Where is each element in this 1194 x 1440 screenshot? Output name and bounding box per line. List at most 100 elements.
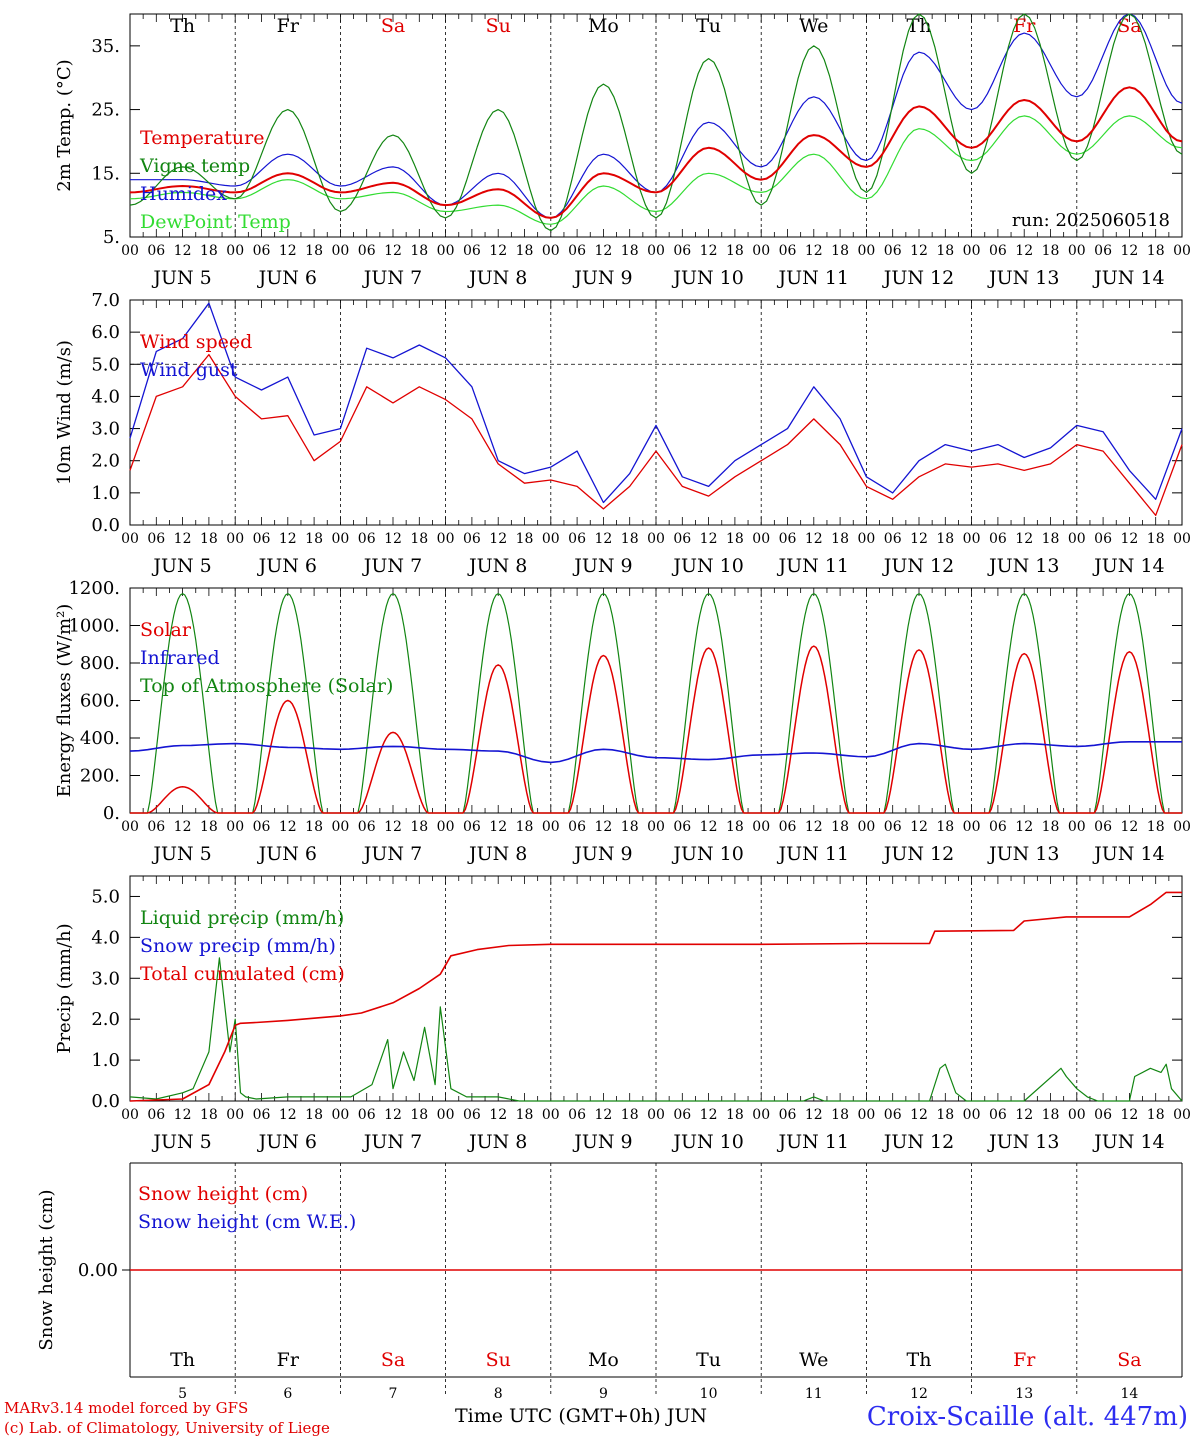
hour-tick-label: 00 xyxy=(1068,1107,1086,1123)
hour-tick-label: 06 xyxy=(358,243,376,259)
hour-tick-label: 00 xyxy=(331,1107,349,1123)
hour-tick-label: 12 xyxy=(1015,243,1033,259)
hour-tick-label: 12 xyxy=(174,243,192,259)
hour-tick-label: 12 xyxy=(1120,243,1138,259)
weekday-label: Sa xyxy=(381,15,405,37)
hour-tick-label: 06 xyxy=(358,531,376,547)
y-tick-label: 0. xyxy=(103,803,120,824)
hour-tick-label: 12 xyxy=(489,531,507,547)
series-infrared xyxy=(129,740,1182,764)
hour-tick-label: 18 xyxy=(200,243,218,259)
hour-tick-label: 06 xyxy=(673,819,691,835)
hour-tick-label: 06 xyxy=(568,1107,586,1123)
hour-tick-label: 00 xyxy=(121,1107,139,1123)
date-label: JUN 14 xyxy=(1092,267,1164,289)
y-tick-label: 7.0 xyxy=(91,290,120,311)
hour-tick-label: 00 xyxy=(963,531,981,547)
series-liquid-precip xyxy=(129,957,1183,1102)
hour-tick-label: 06 xyxy=(779,531,797,547)
hour-tick-label: 18 xyxy=(936,531,954,547)
hour-tick-label: 12 xyxy=(174,1107,192,1123)
hour-tick-label: 00 xyxy=(647,819,665,835)
hour-tick-label: 00 xyxy=(542,531,560,547)
hour-tick-label: 00 xyxy=(437,1107,455,1123)
y-tick-label: 1.0 xyxy=(91,1050,120,1071)
date-label: JUN 6 xyxy=(257,555,317,577)
hour-tick-label: 06 xyxy=(463,1107,481,1123)
hour-tick-label: 12 xyxy=(594,531,612,547)
date-label: JUN 13 xyxy=(987,843,1059,865)
date-label: JUN 12 xyxy=(882,1131,954,1153)
weekday-label: Sa xyxy=(381,1349,405,1371)
hour-tick-label: 12 xyxy=(279,531,297,547)
hour-tick-label: 00 xyxy=(963,1107,981,1123)
hour-tick-label: 12 xyxy=(279,819,297,835)
hour-tick-label: 00 xyxy=(752,819,770,835)
date-label: JUN 8 xyxy=(467,843,527,865)
hour-tick-label: 00 xyxy=(647,243,665,259)
weekday-label: Fr xyxy=(1013,1349,1036,1371)
y-tick-label: 4.0 xyxy=(91,386,120,407)
hour-tick-label: 12 xyxy=(1120,531,1138,547)
y-tick-label: 3.0 xyxy=(91,419,120,440)
date-label: JUN 10 xyxy=(671,1131,743,1153)
date-label: JUN 7 xyxy=(362,1131,422,1153)
legend-entry: Temperature xyxy=(140,127,264,149)
y-tick-label: 0.00 xyxy=(78,1260,118,1281)
y-tick-label: 5. xyxy=(103,227,120,248)
hour-tick-label: 00 xyxy=(857,243,875,259)
hour-tick-label: 18 xyxy=(516,1107,534,1123)
hour-tick-label: 06 xyxy=(568,243,586,259)
hour-tick-label: 06 xyxy=(1094,819,1112,835)
y-tick-label: 1200. xyxy=(68,578,120,599)
hour-tick-label: 06 xyxy=(1094,243,1112,259)
hour-tick-label: 12 xyxy=(384,531,402,547)
hour-tick-label: 18 xyxy=(410,1107,428,1123)
y-tick-label: 0.0 xyxy=(91,1091,120,1112)
weekday-label: Su xyxy=(486,1349,511,1371)
date-label: JUN 6 xyxy=(257,267,317,289)
hour-tick-label: 12 xyxy=(910,243,928,259)
hour-tick-label: 06 xyxy=(568,819,586,835)
hour-tick-label: 06 xyxy=(884,531,902,547)
hour-tick-label: 18 xyxy=(1147,531,1165,547)
y-axis-label: Energy fluxes (W/m²) xyxy=(54,604,75,798)
hour-tick-label: 12 xyxy=(1120,1107,1138,1123)
date-label: JUN 11 xyxy=(777,843,849,865)
date-label: JUN 12 xyxy=(882,267,954,289)
date-label: JUN 7 xyxy=(362,555,422,577)
day-number-label: 10 xyxy=(700,1386,718,1402)
hour-tick-label: 12 xyxy=(700,531,718,547)
hour-tick-label: 12 xyxy=(805,1107,823,1123)
hour-tick-label: 06 xyxy=(147,819,165,835)
legend-entry: Vigne temp xyxy=(139,155,250,177)
y-axis-label: 10m Wind (m/s) xyxy=(54,340,75,485)
hour-tick-label: 00 xyxy=(1173,243,1191,259)
hour-tick-label: 12 xyxy=(384,819,402,835)
hour-tick-label: 06 xyxy=(989,1107,1007,1123)
hour-tick-label: 18 xyxy=(726,1107,744,1123)
hour-tick-label: 18 xyxy=(200,1107,218,1123)
y-tick-label: 4.0 xyxy=(91,927,120,948)
x-axis-title: Time UTC (GMT+0h) JUN xyxy=(455,1405,707,1427)
plot-frame xyxy=(129,13,1183,238)
hour-tick-label: 12 xyxy=(279,1107,297,1123)
legend-entry: Wind speed xyxy=(140,331,252,353)
hour-tick-label: 06 xyxy=(884,1107,902,1123)
hour-tick-label: 18 xyxy=(305,819,323,835)
weekday-label: Mo xyxy=(588,1349,619,1371)
hour-tick-label: 00 xyxy=(963,819,981,835)
date-label: JUN 5 xyxy=(151,843,211,865)
date-label: JUN 10 xyxy=(671,843,743,865)
hour-tick-label: 00 xyxy=(857,819,875,835)
hour-tick-label: 12 xyxy=(910,1107,928,1123)
hour-tick-label: 06 xyxy=(147,243,165,259)
y-tick-label: 6.0 xyxy=(91,322,120,343)
hour-tick-label: 18 xyxy=(410,243,428,259)
hour-tick-label: 06 xyxy=(989,819,1007,835)
day-number-label: 9 xyxy=(599,1386,608,1402)
legend-entry: Total cumulated (cm) xyxy=(140,963,345,985)
hour-tick-label: 00 xyxy=(1173,531,1191,547)
hour-tick-label: 00 xyxy=(437,531,455,547)
hour-tick-label: 00 xyxy=(647,531,665,547)
